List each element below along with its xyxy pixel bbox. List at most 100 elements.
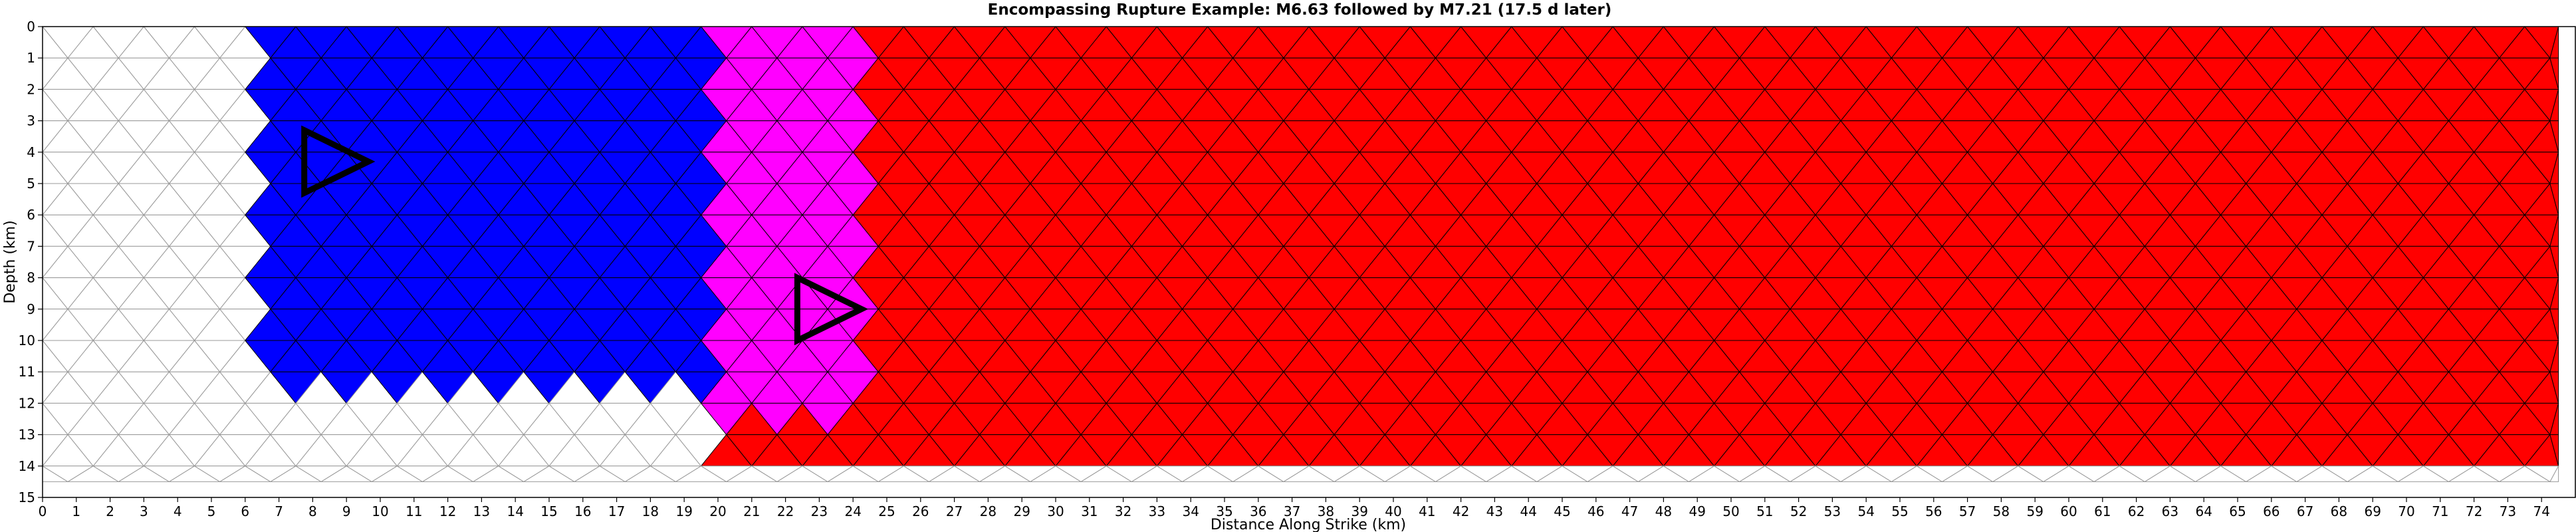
x-tick-label: 35 — [1216, 503, 1232, 519]
x-tick-label: 22 — [777, 503, 794, 519]
x-tick-label: 56 — [1925, 503, 1942, 519]
y-tick-label: 4 — [27, 144, 35, 160]
x-tick-label: 44 — [1520, 503, 1536, 519]
x-tick-label: 70 — [2398, 503, 2414, 519]
x-tick-label: 46 — [1587, 503, 1604, 519]
mesh-triangle — [2549, 466, 2559, 482]
x-tick-label: 36 — [1250, 503, 1266, 519]
y-tick-label: 15 — [19, 489, 35, 505]
y-tick-label: 0 — [27, 19, 35, 35]
x-tick-label: 67 — [2297, 503, 2313, 519]
x-tick-label: 13 — [473, 503, 490, 519]
x-tick-label: 72 — [2466, 503, 2482, 519]
x-tick-label: 40 — [1385, 503, 1401, 519]
x-tick-label: 57 — [1959, 503, 1976, 519]
x-tick-label: 54 — [1857, 503, 1874, 519]
x-axis-label: Distance Along Strike (km) — [1211, 517, 1406, 532]
x-tick-label: 8 — [308, 503, 317, 519]
x-tick-label: 29 — [1013, 503, 1030, 519]
x-tick-label: 73 — [2500, 503, 2516, 519]
chart-title: Encompassing Rupture Example: M6.63 foll… — [988, 1, 1612, 19]
x-axis: 0 1 2 3 4 5 6 7 8 9 10 11 12 13 14 15 16 17 18 19 20 21 22 23 24… — [39, 497, 2550, 519]
mesh-triangle — [2549, 120, 2559, 152]
x-tick-label: 17 — [608, 503, 625, 519]
x-tick-label: 74 — [2533, 503, 2549, 519]
x-tick-label: 37 — [1284, 503, 1300, 519]
x-tick-label: 65 — [2229, 503, 2246, 519]
y-tick-label: 10 — [19, 332, 35, 348]
x-tick-label: 7 — [275, 503, 283, 519]
x-tick-label: 51 — [1756, 503, 1773, 519]
x-tick-label: 15 — [540, 503, 557, 519]
y-axis-label: Depth (km) — [2, 220, 19, 303]
x-tick-label: 66 — [2263, 503, 2280, 519]
y-tick-label: 9 — [27, 301, 35, 317]
y-tick-label: 12 — [19, 395, 35, 411]
y-tick-label: 14 — [19, 458, 35, 474]
mesh-triangle — [2549, 57, 2559, 90]
x-tick-label: 27 — [946, 503, 963, 519]
x-tick-label: 47 — [1621, 503, 1638, 519]
y-tick-label: 1 — [27, 50, 35, 66]
plot-area — [41, 25, 2576, 498]
x-tick-label: 32 — [1115, 503, 1131, 519]
x-tick-label: 12 — [439, 503, 456, 519]
y-tick-label: 6 — [27, 207, 35, 223]
x-tick-label: 20 — [709, 503, 726, 519]
x-tick-label: 1 — [72, 503, 80, 519]
x-tick-label: 52 — [1790, 503, 1807, 519]
x-tick-label: 59 — [2026, 503, 2043, 519]
x-tick-label: 23 — [811, 503, 828, 519]
x-tick-label: 14 — [507, 503, 523, 519]
hypocenter-markers — [301, 125, 869, 346]
x-tick-label: 19 — [675, 503, 692, 519]
x-tick-label: 49 — [1689, 503, 1705, 519]
x-tick-label: 60 — [2060, 503, 2077, 519]
y-tick-label: 2 — [27, 81, 35, 97]
y-tick-label: 5 — [27, 176, 35, 192]
x-tick-label: 53 — [1824, 503, 1841, 519]
y-tick-label: 13 — [19, 427, 35, 443]
x-tick-label: 64 — [2195, 503, 2212, 519]
mesh-triangle — [2549, 434, 2559, 466]
x-tick-label: 61 — [2094, 503, 2111, 519]
x-tick-label: 24 — [844, 503, 861, 519]
x-tick-label: 55 — [1891, 503, 1908, 519]
x-tick-label: 2 — [106, 503, 114, 519]
x-tick-label: 45 — [1554, 503, 1570, 519]
x-tick-label: 63 — [2162, 503, 2178, 519]
mesh-triangle — [2549, 183, 2559, 215]
x-tick-label: 71 — [2432, 503, 2448, 519]
x-tick-label: 48 — [1655, 503, 1672, 519]
x-tick-label: 69 — [2364, 503, 2381, 519]
x-tick-label: 33 — [1149, 503, 1165, 519]
x-tick-label: 4 — [174, 503, 182, 519]
x-tick-label: 18 — [642, 503, 659, 519]
y-tick-label: 3 — [27, 113, 35, 129]
x-tick-label: 42 — [1453, 503, 1469, 519]
x-tick-label: 26 — [912, 503, 929, 519]
x-tick-label: 10 — [372, 503, 388, 519]
x-tick-label: 16 — [574, 503, 591, 519]
x-tick-label: 58 — [1993, 503, 2010, 519]
x-tick-label: 39 — [1351, 503, 1367, 519]
hypocenter-marker — [301, 125, 376, 198]
x-tick-label: 6 — [241, 503, 249, 519]
x-tick-label: 5 — [207, 503, 216, 519]
plot-frame — [42, 26, 2576, 498]
x-tick-label: 62 — [2128, 503, 2145, 519]
mesh-triangle — [2549, 309, 2559, 341]
x-tick-label: 41 — [1419, 503, 1435, 519]
y-tick-label: 8 — [27, 270, 35, 286]
x-tick-label: 3 — [140, 503, 148, 519]
x-tick-label: 30 — [1047, 503, 1064, 519]
x-tick-label: 38 — [1318, 503, 1334, 519]
x-tick-label: 50 — [1722, 503, 1739, 519]
triangular-mesh — [41, 25, 2559, 483]
x-tick-label: 0 — [39, 503, 47, 519]
x-tick-label: 34 — [1182, 503, 1199, 519]
x-tick-label: 31 — [1081, 503, 1098, 519]
mesh-triangle — [2549, 245, 2559, 278]
